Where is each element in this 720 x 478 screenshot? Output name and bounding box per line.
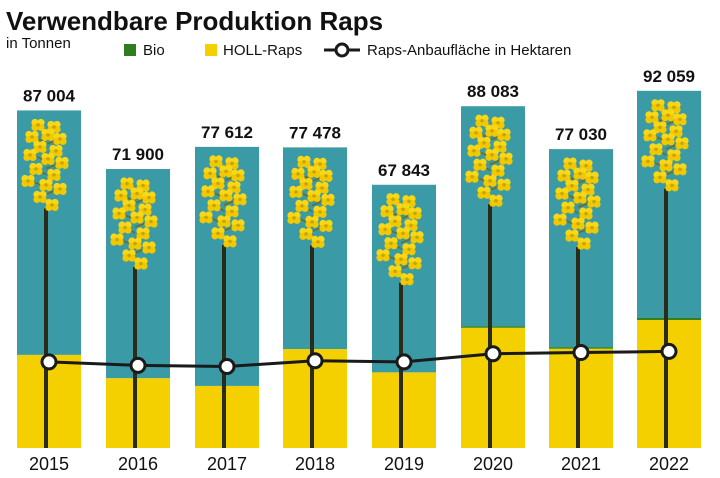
legend: Bio HOLL-Raps Raps-Anbaufläche in Hektar… [124, 42, 571, 59]
legend-label-area: Raps-Anbaufläche in Hektaren [367, 42, 571, 59]
legend-line-marker [334, 42, 350, 58]
value-label-2020: 88 083 [467, 82, 519, 101]
bar-segment-other-2016 [106, 169, 170, 379]
blossom-cluster-2020 [465, 114, 513, 207]
area-line-marker-2020 [484, 345, 502, 363]
area-line [48, 349, 670, 369]
year-label-2020: 2020 [473, 454, 513, 474]
area-line-marker-2015 [40, 353, 58, 371]
value-label-2018: 77 478 [289, 123, 341, 142]
value-label-2022: 92 059 [643, 67, 695, 86]
bar-segment-other-2018 [283, 147, 347, 350]
value-label-2021: 77 030 [555, 125, 607, 144]
year-label-2016: 2016 [118, 454, 158, 474]
blossom-cluster-2018 [287, 155, 335, 248]
legend-swatch-holl [205, 44, 217, 56]
bar-segment-holl-2021 [549, 348, 613, 448]
area-line-marker-2021 [572, 344, 590, 362]
value-label-2015: 87 004 [23, 86, 76, 105]
year-label-2022: 2022 [649, 454, 689, 474]
bars-layer [17, 90, 701, 448]
bar-segment-bio-2020 [461, 326, 525, 328]
area-line-layer [40, 342, 678, 376]
area-line-marker-2022 [660, 342, 678, 360]
legend-label-bio: Bio [143, 42, 165, 59]
year-label-2018: 2018 [295, 454, 335, 474]
blossom-cluster-2022 [641, 99, 689, 192]
blossom-cluster-2017 [199, 155, 247, 248]
year-label-2015: 2015 [29, 454, 69, 474]
year-label-2017: 2017 [207, 454, 247, 474]
decoration-layer [21, 99, 689, 448]
bar-segment-other-2015 [17, 110, 81, 355]
area-line-marker-2018 [306, 352, 324, 370]
blossom-cluster-2021 [553, 157, 601, 250]
legend-label-holl: HOLL-Raps [223, 42, 302, 59]
year-label-2021: 2021 [561, 454, 601, 474]
bar-segment-holl-2019 [372, 372, 436, 448]
bar-segment-other-2022 [637, 90, 701, 318]
labels-layer: 87 004 2015 71 900 2016 77 612 2017 77 478 2018… [23, 67, 695, 474]
blossom-cluster-2015 [21, 118, 69, 212]
bar-segment-bio-2022 [637, 317, 701, 320]
value-label-2019: 67 843 [378, 161, 430, 180]
chart-title: Verwendbare Produktion Raps [6, 6, 383, 36]
year-label-2019: 2019 [384, 454, 424, 474]
blossom-cluster-2016 [110, 177, 158, 270]
legend-swatch-bio [124, 44, 136, 56]
bar-segment-holl-2016 [106, 378, 170, 448]
bar-segment-other-2020 [461, 106, 525, 327]
blossom-cluster-2019 [376, 193, 424, 286]
area-line-marker-2017 [218, 358, 236, 376]
bar-segment-holl-2017 [195, 385, 259, 448]
area-line-marker-2019 [395, 353, 413, 371]
value-label-2016: 71 900 [112, 145, 164, 164]
bar-segment-holl-2022 [637, 319, 701, 448]
area-line-marker-2016 [129, 356, 147, 374]
bar-segment-other-2017 [195, 146, 259, 386]
bar-segment-holl-2015 [17, 354, 81, 448]
chart-subtitle: in Tonnen [6, 35, 71, 52]
value-label-2017: 77 612 [201, 123, 253, 142]
